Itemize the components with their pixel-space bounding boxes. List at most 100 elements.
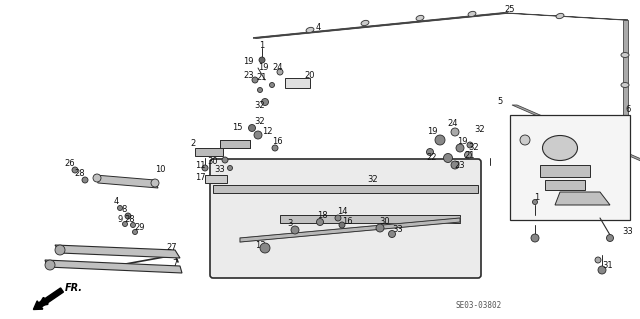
Text: 13: 13 bbox=[255, 241, 266, 250]
Text: 5: 5 bbox=[497, 98, 502, 107]
Circle shape bbox=[125, 213, 131, 219]
Text: 21: 21 bbox=[465, 151, 476, 160]
Polygon shape bbox=[555, 192, 610, 205]
Circle shape bbox=[252, 77, 258, 83]
Circle shape bbox=[607, 234, 614, 241]
Text: 23: 23 bbox=[244, 70, 254, 79]
Text: FR.: FR. bbox=[65, 283, 83, 293]
Circle shape bbox=[339, 222, 345, 228]
Text: 33: 33 bbox=[214, 166, 225, 174]
Bar bbox=[280, 215, 460, 223]
Ellipse shape bbox=[361, 20, 369, 26]
Text: 23: 23 bbox=[454, 160, 465, 169]
Circle shape bbox=[227, 166, 232, 170]
Circle shape bbox=[132, 229, 138, 234]
Text: 28: 28 bbox=[75, 168, 85, 177]
Text: 1: 1 bbox=[534, 194, 540, 203]
Circle shape bbox=[222, 157, 228, 163]
Circle shape bbox=[259, 57, 265, 63]
Text: 30: 30 bbox=[208, 158, 218, 167]
FancyBboxPatch shape bbox=[210, 159, 481, 278]
Text: 12: 12 bbox=[262, 128, 272, 137]
Text: 3: 3 bbox=[287, 219, 292, 228]
Text: 4: 4 bbox=[113, 197, 118, 206]
Text: 28: 28 bbox=[125, 216, 135, 225]
Circle shape bbox=[151, 179, 159, 187]
Text: 7: 7 bbox=[172, 258, 178, 268]
FancyArrow shape bbox=[33, 288, 63, 309]
Bar bbox=[285, 78, 310, 88]
Circle shape bbox=[467, 142, 473, 148]
Bar bbox=[220, 140, 250, 148]
Circle shape bbox=[465, 152, 472, 159]
Polygon shape bbox=[503, 13, 628, 20]
Text: 6: 6 bbox=[625, 106, 630, 115]
Ellipse shape bbox=[416, 15, 424, 21]
Text: 32: 32 bbox=[368, 175, 378, 184]
Polygon shape bbox=[240, 218, 460, 242]
Circle shape bbox=[451, 161, 459, 169]
Text: 27: 27 bbox=[166, 243, 177, 253]
Text: 33: 33 bbox=[623, 227, 634, 236]
Circle shape bbox=[388, 231, 396, 238]
Text: 4: 4 bbox=[316, 24, 321, 33]
Circle shape bbox=[118, 205, 122, 211]
Text: 32: 32 bbox=[475, 125, 485, 135]
Text: SE03-03802: SE03-03802 bbox=[455, 300, 501, 309]
Ellipse shape bbox=[306, 27, 314, 33]
Circle shape bbox=[131, 222, 136, 227]
Text: 8: 8 bbox=[122, 205, 127, 214]
Text: 32: 32 bbox=[255, 117, 266, 127]
Circle shape bbox=[122, 221, 127, 226]
Circle shape bbox=[202, 165, 208, 171]
Circle shape bbox=[272, 145, 278, 151]
Ellipse shape bbox=[621, 53, 629, 57]
Text: 18: 18 bbox=[317, 211, 327, 219]
Bar bbox=[213, 185, 478, 193]
Circle shape bbox=[435, 135, 445, 145]
Circle shape bbox=[444, 153, 452, 162]
Text: 25: 25 bbox=[505, 5, 515, 14]
Circle shape bbox=[451, 128, 459, 136]
Circle shape bbox=[257, 87, 262, 93]
Ellipse shape bbox=[556, 13, 564, 19]
Bar bbox=[220, 140, 250, 148]
Ellipse shape bbox=[621, 83, 629, 87]
Circle shape bbox=[376, 224, 384, 232]
Text: 16: 16 bbox=[342, 218, 352, 226]
Circle shape bbox=[254, 131, 262, 139]
Text: 17: 17 bbox=[195, 174, 205, 182]
Circle shape bbox=[248, 124, 255, 131]
Text: 32: 32 bbox=[468, 144, 479, 152]
Bar bbox=[195, 148, 223, 156]
Text: 11: 11 bbox=[195, 160, 205, 169]
Text: 26: 26 bbox=[65, 159, 76, 167]
Polygon shape bbox=[45, 260, 182, 273]
Text: 32: 32 bbox=[255, 101, 266, 110]
Text: 24: 24 bbox=[273, 63, 284, 71]
Circle shape bbox=[277, 69, 283, 75]
Text: 22: 22 bbox=[427, 153, 437, 162]
Circle shape bbox=[72, 167, 78, 173]
Circle shape bbox=[426, 149, 433, 155]
Circle shape bbox=[531, 234, 539, 242]
Text: 14: 14 bbox=[337, 207, 348, 217]
Text: 30: 30 bbox=[380, 218, 390, 226]
Text: 20: 20 bbox=[305, 70, 316, 79]
Circle shape bbox=[456, 144, 464, 152]
Text: 21: 21 bbox=[257, 73, 268, 83]
Text: 29: 29 bbox=[135, 224, 145, 233]
Polygon shape bbox=[95, 175, 158, 188]
Bar bbox=[545, 180, 585, 190]
Text: 16: 16 bbox=[272, 137, 282, 146]
Polygon shape bbox=[623, 20, 628, 115]
Circle shape bbox=[335, 215, 341, 221]
Text: 15: 15 bbox=[232, 123, 243, 132]
Text: 19: 19 bbox=[258, 63, 268, 71]
Circle shape bbox=[595, 257, 601, 263]
Circle shape bbox=[269, 83, 275, 87]
Circle shape bbox=[45, 260, 55, 270]
Circle shape bbox=[55, 245, 65, 255]
Polygon shape bbox=[512, 105, 640, 165]
Text: 19: 19 bbox=[243, 57, 253, 66]
